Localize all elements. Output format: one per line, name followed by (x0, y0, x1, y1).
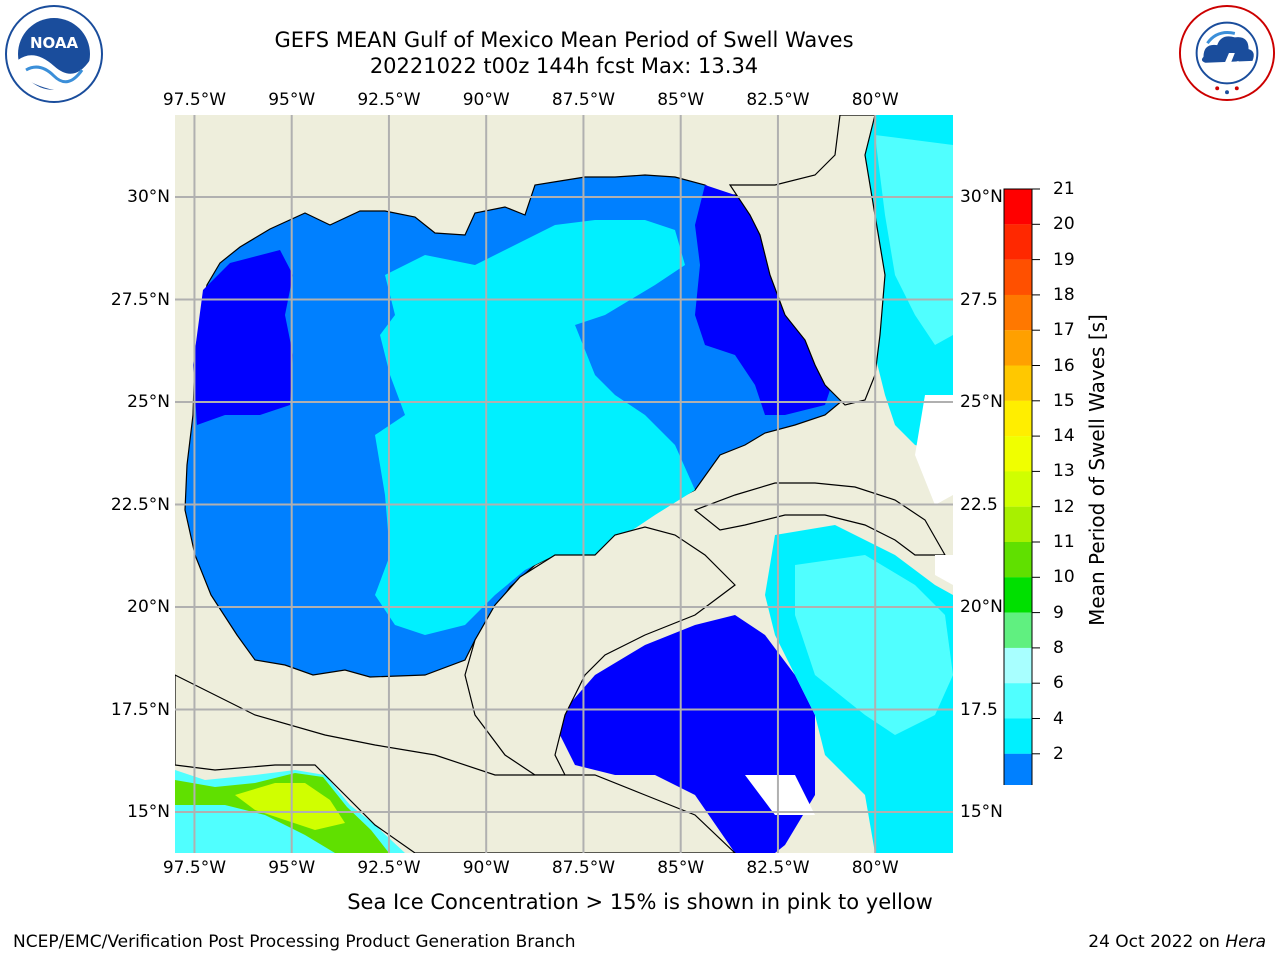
colorbar-segment (1004, 224, 1032, 260)
latitude-tick-label: 17.5 (960, 699, 998, 720)
longitude-tick-label: 82.5°W (746, 90, 810, 110)
colorbar-segment (1004, 330, 1032, 366)
colorbar-tick-label: 10 (1053, 567, 1075, 588)
no-data-patch-2 (935, 555, 953, 585)
longitude-tick-label: 82.5°W (746, 858, 810, 878)
latitude-tick-label: 15°N (960, 802, 1003, 822)
longitude-tick-label: 97.5°W (162, 90, 227, 110)
colorbar-tick-label: 21 (1053, 179, 1075, 199)
colorbar-segment (1004, 400, 1032, 437)
chart-title: GEFS MEAN Gulf of Mexico Mean Period of … (274, 28, 854, 52)
colorbar-tick-label: 4 (1053, 708, 1064, 729)
longitude-tick-label: 95°W (268, 858, 316, 878)
colorbar-tick-label: 19 (1053, 249, 1075, 270)
latitude-tick-label: 25°N (127, 392, 170, 412)
longitude-tick-label: 97.5°W (162, 858, 227, 878)
colorbar-segment (1004, 436, 1032, 472)
lighter-cyan-atlantic (875, 135, 953, 345)
longitude-tick-label: 80°W (851, 858, 899, 878)
colorbar-segment (1004, 506, 1032, 543)
central-america-land (175, 674, 736, 853)
colorbar-tick-label: 8 (1053, 637, 1064, 658)
footer-credit: NCEP/EMC/Verification Post Processing Pr… (13, 932, 576, 952)
colorbar-segment (1004, 471, 1032, 507)
colorbar-tick-label: 9 (1053, 602, 1064, 623)
colorbar-title: Mean Period of Swell Waves [s] (1085, 314, 1109, 626)
longitude-tick-label: 95°W (268, 90, 316, 110)
colorbar-tick-label: 15 (1053, 390, 1075, 411)
colorbar-segment (1004, 718, 1032, 754)
latitude-tick-label: 25°N (960, 392, 1003, 412)
colorbar-tick-label: 11 (1053, 532, 1075, 552)
colorbar-segment (1004, 365, 1032, 401)
footer-host: Hera (1225, 932, 1266, 952)
footer-date: 24 Oct 2022 on Hera (1088, 932, 1266, 952)
colorbar-segment (1004, 753, 1032, 785)
latitude-tick-label: 17.5°N (110, 699, 170, 720)
light-cyan-patch (795, 555, 953, 735)
latitude-tick-label: 27.5 (960, 289, 998, 310)
latitude-tick-label: 20°N (127, 597, 170, 617)
cyan-central-region (375, 220, 695, 635)
deep-blue-west (193, 250, 293, 425)
no-data-patch-3 (745, 775, 815, 815)
colorbar-tick-label: 20 (1053, 214, 1075, 235)
gulf-of-mexico-map (175, 115, 953, 853)
cuba-land (693, 482, 947, 556)
colorbar-segment (1004, 259, 1032, 295)
colorbar-segment (1004, 612, 1032, 648)
colorbar-segment (1004, 189, 1032, 225)
colorbar-segment (1004, 294, 1032, 331)
colorbar-tick-label: 17 (1053, 320, 1075, 341)
longitude-tick-label: 90°W (462, 858, 510, 878)
longitude-tick-label: 87.5°W (551, 858, 616, 878)
longitude-tick-label: 90°W (462, 90, 510, 110)
pacific-yellow-band (235, 783, 345, 830)
colorbar-tick-label: 14 (1053, 426, 1075, 447)
latitude-tick-label: 30°N (960, 187, 1003, 207)
footer-date-text: 24 Oct 2022 on (1088, 932, 1220, 952)
graticule (175, 115, 953, 853)
colorbar (1003, 188, 1040, 785)
longitude-tick-label: 92.5°W (357, 858, 421, 878)
noaa-label: NOAA (30, 34, 79, 52)
longitude-tick-label: 87.5°W (551, 90, 616, 110)
colorbar-tick-label: 13 (1053, 461, 1075, 482)
nws-logo-icon (1178, 4, 1276, 102)
longitude-tick-label: 92.5°W (357, 90, 421, 110)
colorbar-segment (1004, 577, 1032, 613)
sea-ice-footnote: Sea Ice Concentration > 15% is shown in … (347, 890, 933, 914)
longitude-tick-label: 85°W (657, 858, 705, 878)
latitude-tick-label: 30°N (127, 187, 170, 207)
latitude-tick-label: 15°N (127, 802, 170, 822)
colorbar-outline (1003, 188, 1033, 785)
colorbar-tick-label: 18 (1053, 284, 1075, 305)
latitude-tick-label: 22.5°N (110, 494, 170, 515)
colorbar-tick-label: 16 (1053, 355, 1075, 376)
latitude-tick-label: 20°N (960, 597, 1003, 617)
chart-subtitle: 20221022 t00z 144h fcst Max: 13.34 (369, 54, 759, 78)
colorbar-segment (1004, 647, 1032, 684)
latitude-tick-label: 22.5 (960, 494, 998, 515)
no-data-patch (915, 395, 953, 505)
colorbar-tick-label: 6 (1053, 673, 1064, 694)
colorbar-tick-label: 2 (1053, 743, 1064, 764)
colorbar-segment (1004, 683, 1032, 719)
longitude-tick-label: 85°W (657, 90, 705, 110)
deep-blue-caribbean (560, 615, 815, 853)
latitude-tick-label: 27.5°N (110, 289, 170, 310)
colorbar-segment (1004, 542, 1032, 578)
noaa-logo-icon: NOAA (5, 5, 103, 103)
longitude-tick-label: 80°W (851, 90, 899, 110)
colorbar-tick-label: 12 (1053, 496, 1075, 517)
